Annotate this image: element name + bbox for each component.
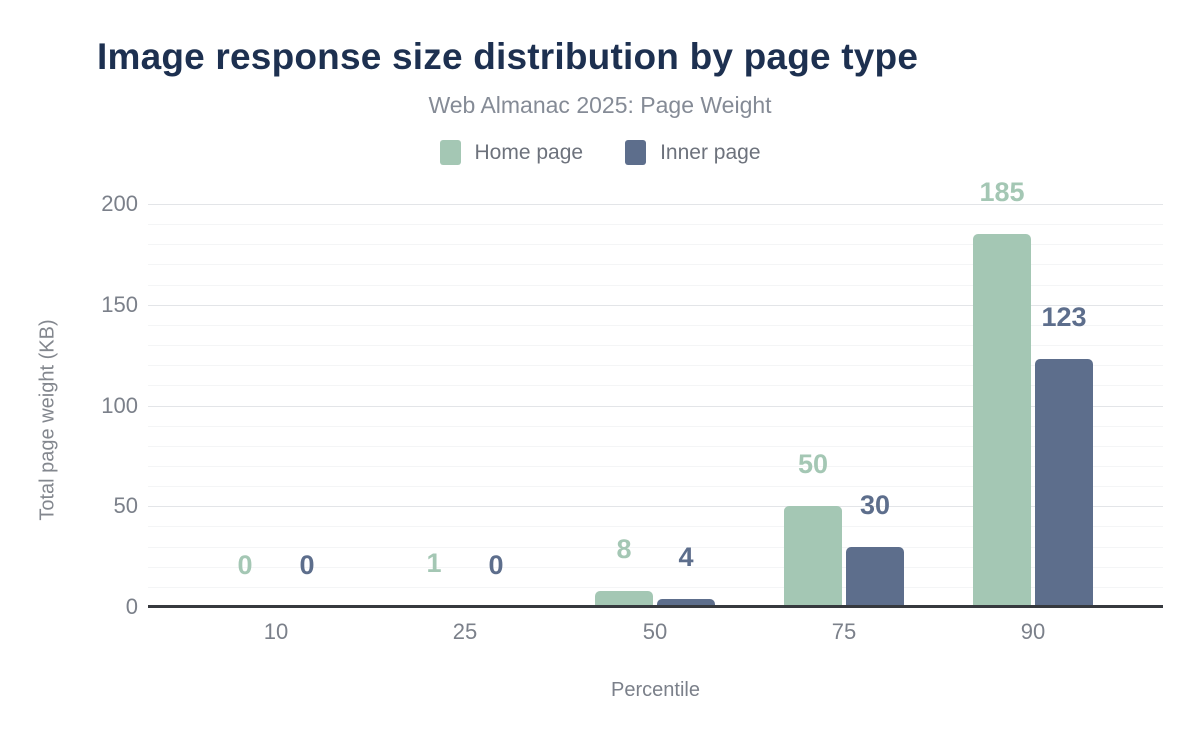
gridline-30 [148, 547, 1163, 548]
gridline-200 [148, 204, 1163, 205]
x-axis-ticks: 10 25 50 75 90 [148, 619, 1163, 645]
y-tick-50: 50 [113, 493, 138, 518]
gridline-140 [148, 325, 1163, 326]
gridline-180 [148, 244, 1163, 245]
y-axis-ticks: 0 50 100 150 200 [55, 193, 138, 618]
value-label-home-page-p25: 1 [426, 548, 442, 578]
gridline-60 [148, 486, 1163, 487]
gridline-50 [148, 506, 1163, 507]
gridline-130 [148, 345, 1163, 346]
y-tick-0: 0 [125, 594, 138, 619]
home-page-swatch-icon [439, 140, 461, 165]
bar-inner-page-p50[interactable] [657, 599, 715, 607]
legend-item-inner-page[interactable]: Inner page [625, 140, 761, 165]
bar-inner-page-p75[interactable] [846, 547, 904, 607]
bar-inner-page-p90[interactable] [1035, 359, 1093, 607]
value-label-inner-page-p75: 30 [859, 490, 891, 520]
value-label-inner-page-p10: 0 [299, 550, 315, 580]
gridline-70 [148, 466, 1163, 467]
legend-label-inner-page: Inner page [660, 140, 761, 164]
x-tick-90: 90 [1020, 619, 1046, 644]
y-tick-100: 100 [101, 393, 138, 418]
gridline-90 [148, 426, 1163, 427]
gridline-170 [148, 264, 1163, 265]
gridline-150 [148, 305, 1163, 306]
legend-label-home-page: Home page [474, 140, 584, 164]
chart-subtitle: Web Almanac 2025: Page Weight [428, 92, 772, 118]
y-tick-150: 150 [101, 292, 138, 317]
x-axis-line [148, 605, 1163, 608]
gridline-190 [148, 224, 1163, 225]
value-label-inner-page-p50: 4 [678, 542, 694, 572]
x-tick-75: 75 [831, 619, 857, 644]
value-label-home-page-p50: 8 [616, 534, 632, 564]
value-label-inner-page-p25: 0 [488, 550, 504, 580]
plot-area: 0 1 8 50 185 0 0 4 30 123 [148, 179, 1163, 607]
chart-title: Image response size distribution by page… [97, 36, 919, 77]
y-tick-200: 200 [101, 191, 138, 216]
gridline-110 [148, 385, 1163, 386]
inner-page-swatch-icon [625, 140, 647, 165]
legend: Home page Inner page [0, 140, 1200, 165]
x-axis-label: Percentile [611, 679, 700, 701]
gridline-80 [148, 446, 1163, 447]
gridline-20 [148, 567, 1163, 568]
bar-home-page-p90[interactable] [973, 234, 1031, 607]
bar-home-page-p50[interactable] [595, 591, 653, 607]
gridline-120 [148, 365, 1163, 366]
value-label-home-page-p75: 50 [797, 449, 829, 479]
gridline-160 [148, 285, 1163, 286]
x-tick-25: 25 [452, 619, 478, 644]
gridline-100 [148, 406, 1163, 407]
gridline-10 [148, 587, 1163, 588]
bar-home-page-p75[interactable] [784, 506, 842, 607]
x-tick-50: 50 [642, 619, 668, 644]
gridline-40 [148, 526, 1163, 527]
x-tick-10: 10 [263, 619, 289, 644]
value-label-inner-page-p90: 123 [1041, 302, 1087, 332]
value-label-home-page-p10: 0 [237, 550, 253, 580]
legend-item-home-page[interactable]: Home page [439, 140, 584, 165]
value-label-home-page-p90: 185 [979, 177, 1025, 207]
